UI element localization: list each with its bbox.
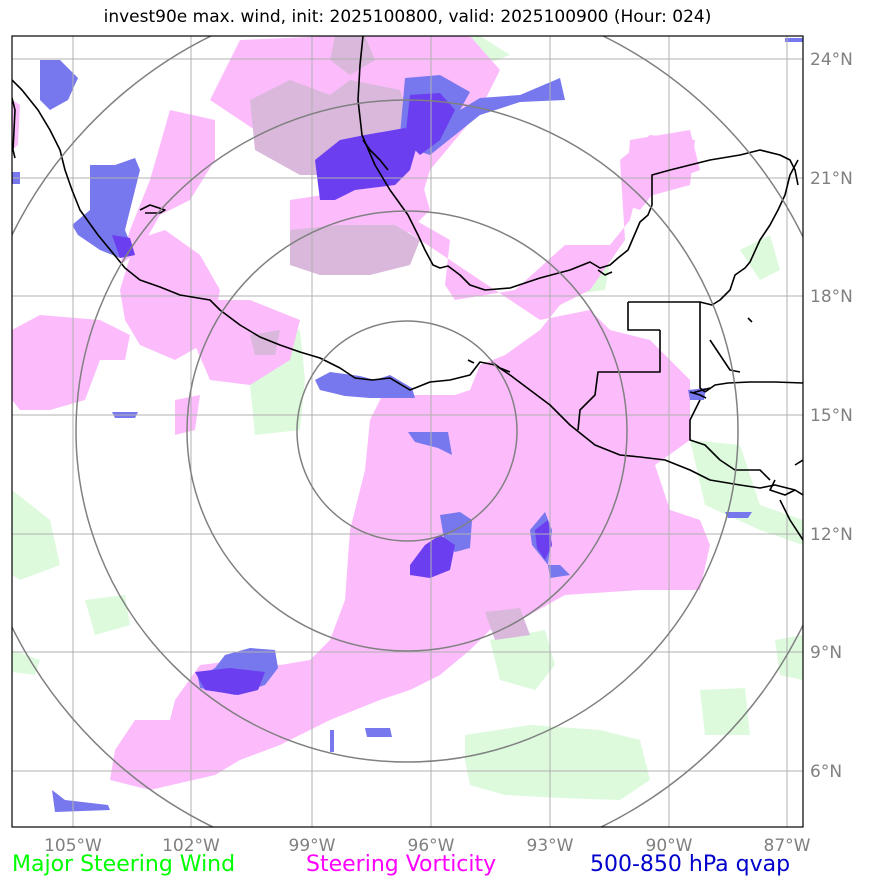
legend-qvap: 500-850 hPa qvap: [590, 852, 791, 877]
legend-steering-vorticity: Steering Vorticity: [306, 852, 497, 877]
lon-tick: 99°W: [289, 836, 336, 856]
lat-tick: 12°N: [810, 525, 853, 545]
legend-steering-wind: Major Steering Wind: [12, 852, 236, 877]
lat-tick: 6°N: [810, 762, 842, 782]
gridlines: [12, 36, 803, 827]
lat-tick: 9°N: [810, 643, 842, 663]
map-area: [12, 36, 803, 827]
range-rings: [12, 36, 803, 827]
map-title: invest90e max. wind, init: 2025100800, v…: [103, 7, 712, 27]
latitude-ticks: 24°N 21°N 18°N 15°N 12°N 9°N 6°N: [810, 50, 853, 782]
lon-tick: 87°W: [764, 836, 811, 856]
lon-tick: 96°W: [408, 836, 455, 856]
lon-tick: 102°W: [162, 836, 220, 856]
map-frame: [11, 35, 804, 828]
lat-tick: 18°N: [810, 287, 853, 307]
lon-tick: 90°W: [646, 836, 693, 856]
longitude-ticks: 105°W 102°W 99°W 96°W 93°W 90°W 87°W: [44, 836, 811, 856]
lon-tick: 93°W: [527, 836, 574, 856]
lon-tick: 105°W: [44, 836, 102, 856]
qvap-vorticity-overlap: [112, 93, 552, 695]
lat-tick: 24°N: [810, 50, 853, 70]
lat-tick: 21°N: [810, 169, 853, 189]
lat-tick: 15°N: [810, 406, 853, 426]
